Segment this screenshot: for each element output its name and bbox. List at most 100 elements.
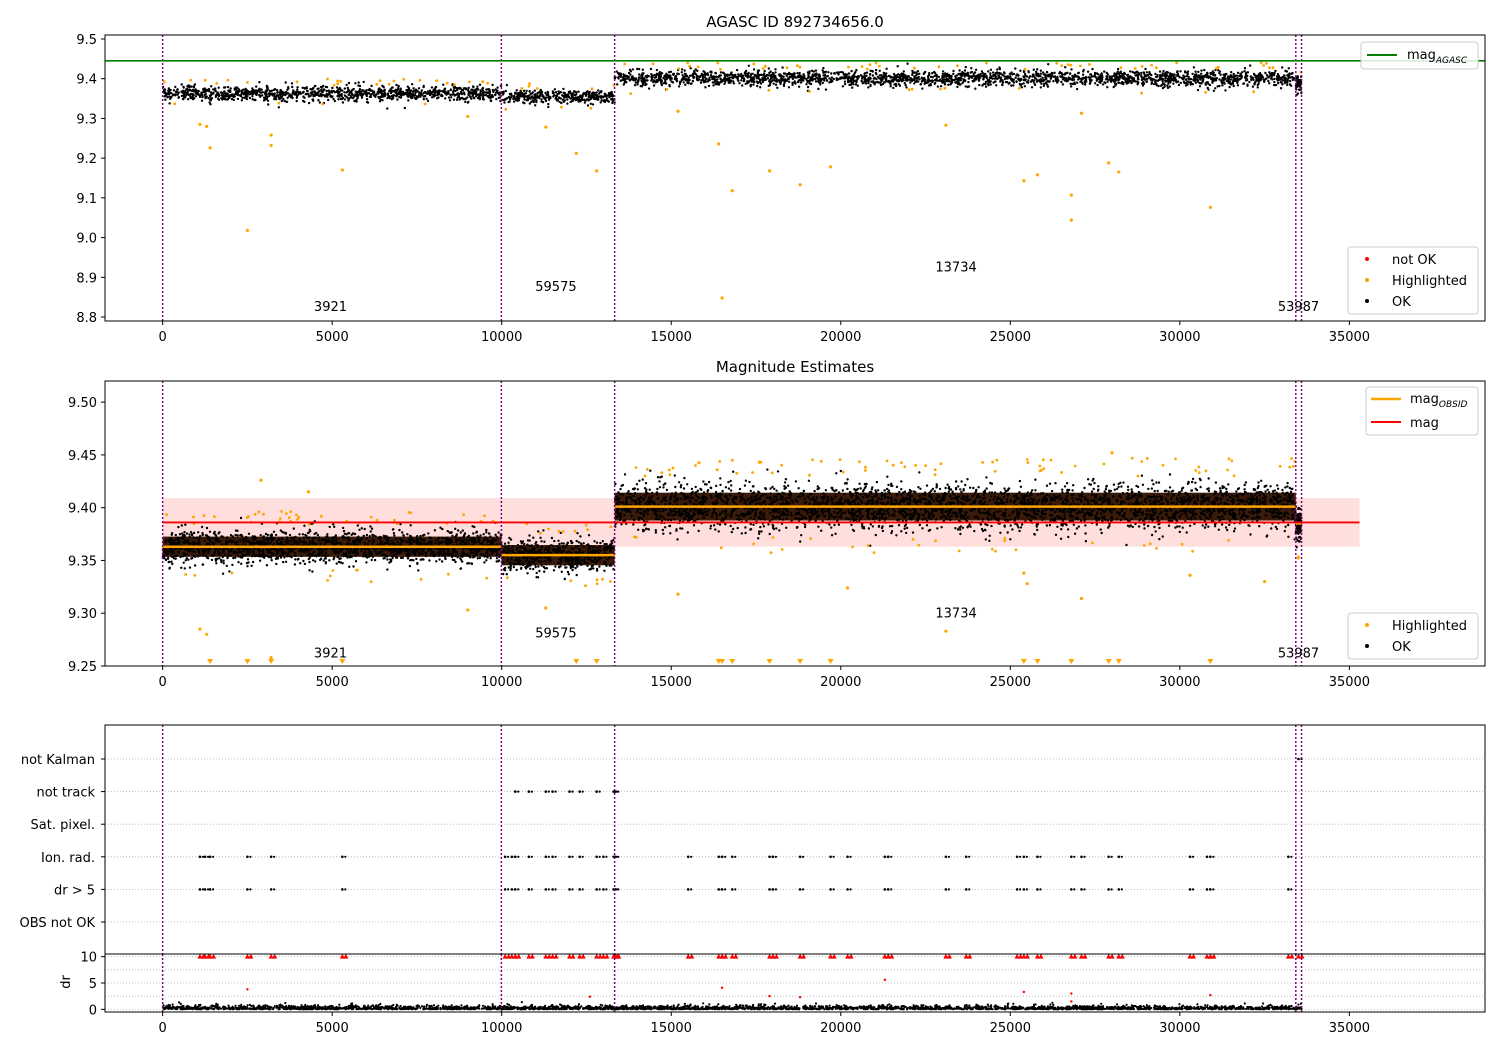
highlighted-point	[676, 592, 680, 596]
y-tick-label: 9.5	[76, 33, 97, 48]
flag-row-label: Ion. rad.	[41, 851, 95, 866]
highlighted-point	[208, 146, 212, 150]
flag-point	[1120, 888, 1123, 891]
flag-points	[198, 757, 1303, 891]
dr-clipped-marker	[612, 953, 618, 959]
legend-label-not-ok: not OK	[1392, 253, 1437, 268]
y-tick-label: 8.9	[76, 271, 97, 286]
flag-point	[968, 855, 971, 858]
dr-clipped-marker	[1024, 953, 1030, 959]
flag-point	[554, 888, 557, 891]
clipped-point-marker	[1034, 659, 1041, 664]
flag-point	[801, 855, 805, 858]
y-tick-label: 9.4	[76, 73, 97, 88]
dr-clipped-marker	[244, 953, 250, 959]
observation-label: 13734	[935, 606, 976, 621]
y-tick-label: 9.25	[68, 660, 97, 675]
flag-point	[947, 888, 950, 891]
ok-points-cloud	[500, 83, 616, 109]
legend-label-highlighted: Highlighted	[1392, 274, 1467, 289]
highlighted-point	[269, 143, 273, 148]
flag-point	[547, 855, 550, 858]
dr-clipped-marker	[1299, 953, 1305, 959]
legend-label-ok: OK	[1392, 640, 1411, 655]
flag-point	[530, 790, 533, 793]
flag-point	[568, 855, 571, 859]
flag-point	[1209, 855, 1212, 859]
highlighted-point	[720, 296, 724, 300]
flag-row-label: Sat. pixel.	[31, 818, 95, 833]
flag-row-label: OBS not OK	[20, 916, 96, 931]
observation-label: 53987	[1278, 300, 1319, 315]
flag-point	[249, 855, 252, 858]
clipped-point-marker	[573, 659, 580, 664]
flag-point	[206, 888, 210, 891]
highlighted-point	[205, 632, 209, 636]
x-tick-label: 10000	[481, 330, 522, 345]
dr-clipped-marker	[770, 953, 776, 959]
x-tick-label: 15000	[651, 675, 692, 690]
flag-point	[551, 888, 554, 891]
highlighted-point	[544, 606, 548, 610]
flag-point	[717, 888, 721, 891]
flag-point	[201, 855, 205, 858]
dr-axes: 0 5000 10000 15000 20000 25000 30000 35000 0 5 10	[80, 951, 1486, 1036]
observation-label: 53987	[1278, 647, 1319, 662]
y-tick-label: 9.35	[68, 554, 97, 569]
highlighted-point	[198, 122, 202, 126]
flag-point	[506, 888, 510, 891]
flag-point	[964, 888, 968, 891]
x-tick-label: 35000	[1329, 1021, 1370, 1036]
flag-point	[1039, 855, 1042, 858]
flag-point	[544, 855, 548, 859]
dr-clipped-marker	[1082, 953, 1088, 959]
x-tick-label: 35000	[1329, 330, 1370, 345]
flag-point	[1073, 855, 1076, 858]
dr-points	[162, 953, 1305, 1011]
clipped-point-marker	[339, 659, 346, 664]
flag-point	[1209, 888, 1212, 891]
highlighted-point	[269, 133, 273, 137]
dr-outlier-point	[1070, 992, 1073, 995]
dr-clipped-marker	[567, 953, 573, 959]
dr-clipped-marker	[831, 953, 837, 959]
flag-point	[1188, 888, 1192, 891]
flag-point	[717, 855, 721, 859]
highlighted-point	[340, 168, 344, 172]
flag-point	[801, 888, 805, 891]
agasc-axes: 0 5000 10000 15000 20000 25000 30000 35000 8.8 8.…	[76, 33, 1486, 345]
dr-clipped-marker	[509, 953, 515, 959]
legend-box	[1360, 41, 1479, 70]
flag-point	[201, 888, 205, 891]
dr-points-cloud	[162, 1001, 1303, 1011]
flag-point	[1110, 855, 1113, 858]
flag-point	[510, 888, 514, 891]
highlighted-points-cloud	[504, 82, 616, 111]
legend-marker-highlighted	[1365, 623, 1369, 627]
x-tick-label: 15000	[651, 330, 692, 345]
highlighted-point	[306, 490, 311, 494]
dr-clipped-marker	[546, 953, 552, 959]
flag-point	[846, 888, 849, 891]
flag-point	[1025, 855, 1028, 858]
highlighted-point	[767, 169, 772, 173]
flag-point	[1290, 855, 1293, 858]
agasc-panel-title: AGASC ID 892734656.0	[706, 13, 884, 31]
flag-point	[1070, 855, 1073, 859]
flag-point	[344, 888, 347, 891]
dr-outlier-point	[768, 994, 771, 998]
x-tick-label: 0	[159, 675, 167, 690]
flag-point	[269, 855, 273, 859]
flag-point	[1110, 888, 1113, 891]
flag-point	[883, 855, 887, 859]
dr-clipped-marker	[946, 953, 952, 959]
dr-clipped-marker	[889, 953, 895, 959]
y-tick-label: 5	[89, 977, 97, 992]
plot-area-2	[105, 381, 1485, 666]
highlighted-point	[717, 142, 721, 146]
flag-point	[198, 855, 202, 859]
flag-gridlines	[105, 758, 1485, 923]
flag-point	[208, 888, 212, 891]
x-tick-label: 30000	[1159, 1021, 1200, 1036]
dr-clipped-marker	[685, 953, 691, 959]
